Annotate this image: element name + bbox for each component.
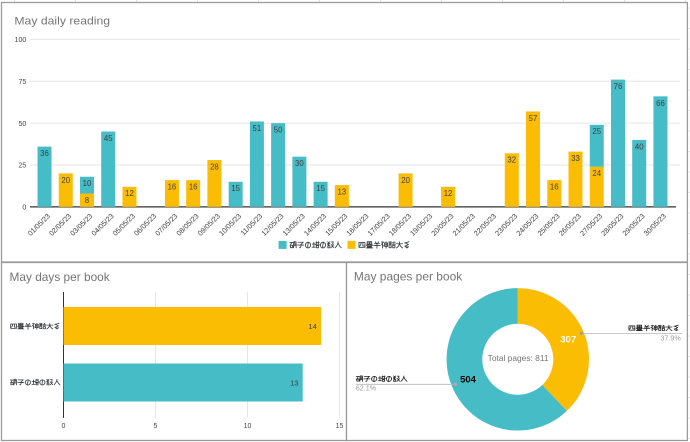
svg-text:37.9%: 37.9% bbox=[660, 333, 681, 342]
svg-text:50: 50 bbox=[274, 126, 283, 135]
svg-text:62.1%: 62.1% bbox=[356, 384, 377, 393]
svg-text:16: 16 bbox=[550, 183, 559, 192]
svg-text:12: 12 bbox=[444, 189, 453, 198]
svg-text:51: 51 bbox=[253, 124, 262, 133]
svg-text:28: 28 bbox=[210, 162, 219, 171]
svg-text:10: 10 bbox=[244, 423, 252, 430]
svg-text:20: 20 bbox=[61, 176, 70, 185]
svg-text:16: 16 bbox=[189, 183, 198, 192]
svg-text:57: 57 bbox=[529, 114, 538, 123]
svg-text:30: 30 bbox=[295, 159, 304, 168]
svg-text:45: 45 bbox=[104, 134, 113, 143]
svg-text:76: 76 bbox=[614, 82, 623, 91]
svg-text:40: 40 bbox=[635, 142, 644, 151]
svg-text:25: 25 bbox=[19, 163, 27, 170]
svg-text:100: 100 bbox=[15, 37, 27, 44]
svg-text:504: 504 bbox=[460, 374, 477, 385]
svg-text:15: 15 bbox=[316, 184, 325, 193]
svg-text:Total pages: 811: Total pages: 811 bbox=[488, 353, 549, 363]
svg-text:25: 25 bbox=[592, 127, 601, 136]
svg-text:32: 32 bbox=[507, 156, 516, 165]
svg-text:15: 15 bbox=[231, 184, 240, 193]
svg-text:May daily reading: May daily reading bbox=[14, 16, 110, 28]
svg-text:50: 50 bbox=[19, 121, 27, 128]
svg-text:16: 16 bbox=[168, 183, 177, 192]
svg-text:75: 75 bbox=[19, 79, 27, 86]
svg-text:307: 307 bbox=[560, 335, 576, 346]
svg-text:5: 5 bbox=[154, 423, 158, 430]
svg-text:0: 0 bbox=[22, 205, 26, 212]
svg-text:15: 15 bbox=[336, 423, 344, 430]
svg-text:13: 13 bbox=[338, 188, 347, 197]
svg-text:May pages per book: May pages per book bbox=[354, 270, 463, 284]
svg-text:24: 24 bbox=[592, 169, 601, 178]
svg-text:66: 66 bbox=[656, 99, 665, 108]
svg-text:8: 8 bbox=[85, 196, 89, 205]
svg-text:May days per book: May days per book bbox=[10, 270, 111, 284]
svg-text:14: 14 bbox=[308, 322, 317, 331]
svg-text:20: 20 bbox=[401, 176, 410, 185]
svg-text:0: 0 bbox=[62, 423, 66, 430]
svg-text:12: 12 bbox=[125, 189, 134, 198]
svg-text:36: 36 bbox=[40, 149, 49, 158]
svg-text:13: 13 bbox=[290, 378, 299, 387]
svg-text:10: 10 bbox=[83, 179, 92, 188]
svg-text:33: 33 bbox=[571, 154, 580, 163]
